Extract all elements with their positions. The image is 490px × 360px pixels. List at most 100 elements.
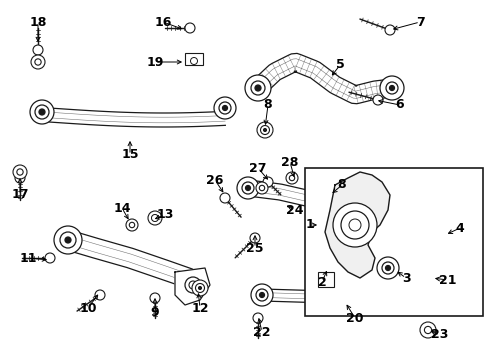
Circle shape <box>255 85 261 91</box>
Polygon shape <box>175 268 210 305</box>
Text: 20: 20 <box>346 311 364 324</box>
Circle shape <box>261 126 270 135</box>
Circle shape <box>380 76 404 100</box>
Circle shape <box>196 284 204 292</box>
Circle shape <box>322 190 338 206</box>
Circle shape <box>325 194 335 202</box>
Text: 12: 12 <box>191 302 209 315</box>
Circle shape <box>192 280 208 296</box>
Circle shape <box>289 175 294 181</box>
Bar <box>318 272 334 287</box>
Text: 18: 18 <box>29 15 47 28</box>
Circle shape <box>251 81 265 95</box>
Circle shape <box>151 215 158 221</box>
Circle shape <box>245 75 271 101</box>
Text: 25: 25 <box>246 242 264 255</box>
Polygon shape <box>65 230 202 292</box>
Circle shape <box>385 25 395 35</box>
Circle shape <box>253 313 263 323</box>
Polygon shape <box>262 289 430 306</box>
Text: 1: 1 <box>306 219 315 231</box>
Circle shape <box>150 293 160 303</box>
Circle shape <box>33 45 43 55</box>
Polygon shape <box>247 180 365 225</box>
Circle shape <box>198 287 201 289</box>
Circle shape <box>373 95 383 105</box>
Text: 9: 9 <box>151 306 159 319</box>
Circle shape <box>357 212 368 224</box>
Circle shape <box>256 289 268 301</box>
Polygon shape <box>42 108 225 127</box>
Text: 28: 28 <box>281 156 299 168</box>
Text: 21: 21 <box>439 274 457 287</box>
Polygon shape <box>252 53 393 104</box>
Text: 22: 22 <box>253 325 271 338</box>
Text: 4: 4 <box>456 221 465 234</box>
Circle shape <box>377 257 399 279</box>
Circle shape <box>214 97 236 119</box>
Bar <box>185 53 203 65</box>
Circle shape <box>189 281 197 289</box>
Circle shape <box>427 275 437 285</box>
Circle shape <box>126 219 138 231</box>
Circle shape <box>54 226 82 254</box>
Circle shape <box>31 55 45 69</box>
Text: 10: 10 <box>79 302 97 315</box>
Circle shape <box>15 173 25 183</box>
Circle shape <box>45 253 55 263</box>
Circle shape <box>458 226 466 234</box>
Text: 7: 7 <box>416 15 424 28</box>
Text: 24: 24 <box>286 203 304 216</box>
Circle shape <box>237 177 259 199</box>
Text: 11: 11 <box>19 252 37 265</box>
Circle shape <box>30 100 54 124</box>
Text: 2: 2 <box>318 275 326 288</box>
Circle shape <box>420 322 436 338</box>
Circle shape <box>386 266 391 270</box>
Circle shape <box>424 327 432 334</box>
Circle shape <box>349 219 361 231</box>
Circle shape <box>191 58 197 64</box>
Circle shape <box>60 232 76 248</box>
Text: 27: 27 <box>249 162 267 175</box>
Text: 3: 3 <box>402 271 410 284</box>
Circle shape <box>264 129 267 131</box>
Circle shape <box>352 208 372 228</box>
Circle shape <box>35 59 41 65</box>
Circle shape <box>220 193 230 203</box>
Circle shape <box>95 290 105 300</box>
Circle shape <box>65 237 71 243</box>
Circle shape <box>424 294 436 306</box>
Polygon shape <box>452 215 470 248</box>
Circle shape <box>260 292 265 297</box>
Circle shape <box>257 122 273 138</box>
Text: 8: 8 <box>338 179 346 192</box>
Circle shape <box>148 211 162 225</box>
Circle shape <box>185 277 201 293</box>
Text: 8: 8 <box>264 99 272 112</box>
Circle shape <box>328 197 332 199</box>
Circle shape <box>245 185 250 190</box>
Circle shape <box>428 298 432 302</box>
Circle shape <box>219 102 231 114</box>
Circle shape <box>222 105 227 111</box>
Text: 23: 23 <box>431 328 449 342</box>
Circle shape <box>256 182 268 194</box>
Circle shape <box>185 23 195 33</box>
Text: 19: 19 <box>147 55 164 68</box>
Text: 13: 13 <box>156 208 173 221</box>
Circle shape <box>13 165 27 179</box>
Circle shape <box>286 172 298 184</box>
Circle shape <box>263 177 273 187</box>
Circle shape <box>129 222 135 228</box>
Circle shape <box>360 216 364 220</box>
Circle shape <box>382 262 394 274</box>
Circle shape <box>39 109 45 115</box>
Text: 6: 6 <box>396 99 404 112</box>
Text: 5: 5 <box>336 58 344 72</box>
Circle shape <box>152 215 158 221</box>
Bar <box>305 168 483 316</box>
Text: 26: 26 <box>206 174 224 186</box>
Circle shape <box>333 203 377 247</box>
Circle shape <box>35 105 49 119</box>
